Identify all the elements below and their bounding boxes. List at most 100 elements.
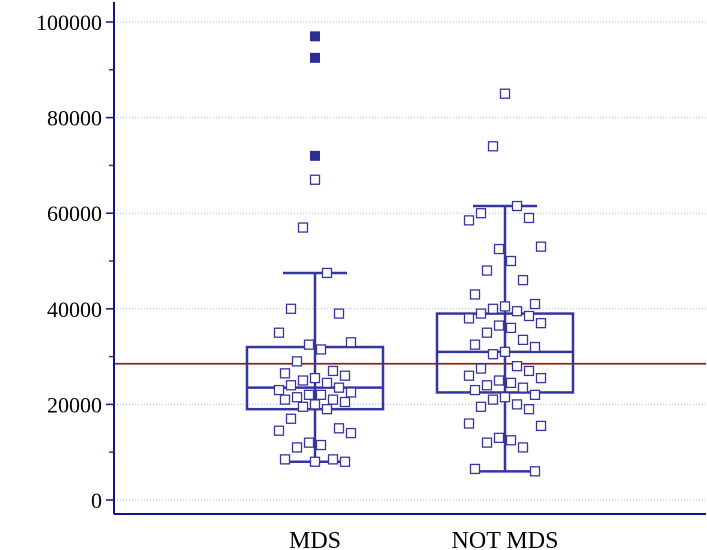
outlier-point [310, 31, 320, 42]
data-point [285, 380, 297, 391]
data-point [291, 356, 303, 367]
data-point [297, 401, 309, 412]
data-points [273, 31, 547, 477]
box-not-mds [435, 204, 575, 473]
data-point [309, 399, 321, 410]
data-point [273, 327, 285, 338]
data-point [487, 303, 499, 314]
data-point [523, 404, 535, 415]
data-point [327, 394, 339, 405]
data-point [291, 442, 303, 453]
data-point [309, 174, 321, 185]
data-point [469, 339, 481, 350]
data-point [505, 435, 517, 446]
data-point [321, 377, 333, 389]
data-point [487, 394, 499, 405]
data-point [499, 392, 511, 403]
data-point [511, 200, 523, 212]
data-point [535, 317, 547, 329]
data-point [517, 442, 529, 453]
data-point [321, 267, 333, 279]
data-point [279, 454, 291, 465]
data-point [523, 365, 535, 377]
data-point [345, 387, 357, 398]
data-point [529, 341, 541, 353]
data-point [493, 375, 505, 386]
data-point [493, 432, 505, 444]
data-point [505, 255, 517, 267]
data-point [463, 313, 475, 324]
data-point [463, 215, 475, 226]
y-tick-label: 20000 [47, 392, 102, 417]
data-point [297, 375, 309, 386]
data-point [463, 370, 475, 381]
category-label: MDS [289, 528, 341, 550]
data-point [321, 404, 333, 415]
data-point [499, 301, 511, 312]
data-point [297, 222, 309, 233]
data-point [481, 327, 493, 338]
data-point [339, 396, 351, 408]
data-point [279, 394, 291, 405]
y-tick-label: 100000 [36, 10, 102, 35]
data-point [315, 389, 327, 400]
y-tick-label: 60000 [47, 201, 102, 226]
data-point [339, 370, 351, 381]
data-point [535, 372, 547, 384]
data-point [345, 427, 357, 439]
data-point [523, 212, 535, 224]
data-point [493, 243, 505, 255]
data-point [529, 298, 541, 310]
data-point [517, 334, 529, 346]
data-point [475, 308, 487, 319]
data-point [291, 392, 303, 403]
data-point [481, 437, 493, 448]
data-point [309, 456, 321, 467]
outlier-point [310, 52, 320, 63]
data-point [517, 274, 529, 286]
data-point [469, 384, 481, 396]
data-point [279, 368, 291, 379]
data-point [481, 380, 493, 391]
data-point [505, 377, 517, 389]
data-point [333, 382, 345, 393]
data-point [333, 308, 345, 319]
data-point [505, 322, 517, 334]
data-point [339, 456, 351, 467]
data-point [511, 399, 523, 410]
data-point [499, 88, 511, 99]
data-point [333, 423, 345, 434]
data-point [523, 310, 535, 322]
data-point [529, 466, 541, 477]
outlier-point [310, 150, 320, 161]
data-point [481, 265, 493, 276]
data-point [487, 349, 499, 360]
box-mds [245, 271, 385, 464]
data-point [511, 361, 523, 372]
tick-labels: 0 20000 40000 60000 80000 100000 MDS NOT MDS [36, 10, 558, 550]
data-point [303, 339, 315, 350]
y-tick-label: 0 [91, 488, 102, 513]
data-point [303, 437, 315, 448]
data-point [475, 401, 487, 412]
data-point [469, 463, 481, 475]
data-point [273, 425, 285, 436]
data-point [529, 389, 541, 400]
data-point [493, 320, 505, 331]
category-label: NOT MDS [452, 528, 559, 550]
data-point [535, 241, 547, 252]
data-point [487, 141, 499, 152]
y-tick-label: 40000 [47, 297, 102, 322]
data-point [285, 413, 297, 424]
data-point [463, 418, 475, 429]
data-point [475, 363, 487, 374]
data-point [345, 337, 357, 348]
data-point [517, 382, 529, 393]
data-point [273, 384, 285, 396]
y-tick-label: 80000 [47, 106, 102, 131]
axes [106, 2, 706, 515]
data-point [315, 439, 327, 451]
data-point [285, 303, 297, 314]
data-point [469, 289, 481, 300]
